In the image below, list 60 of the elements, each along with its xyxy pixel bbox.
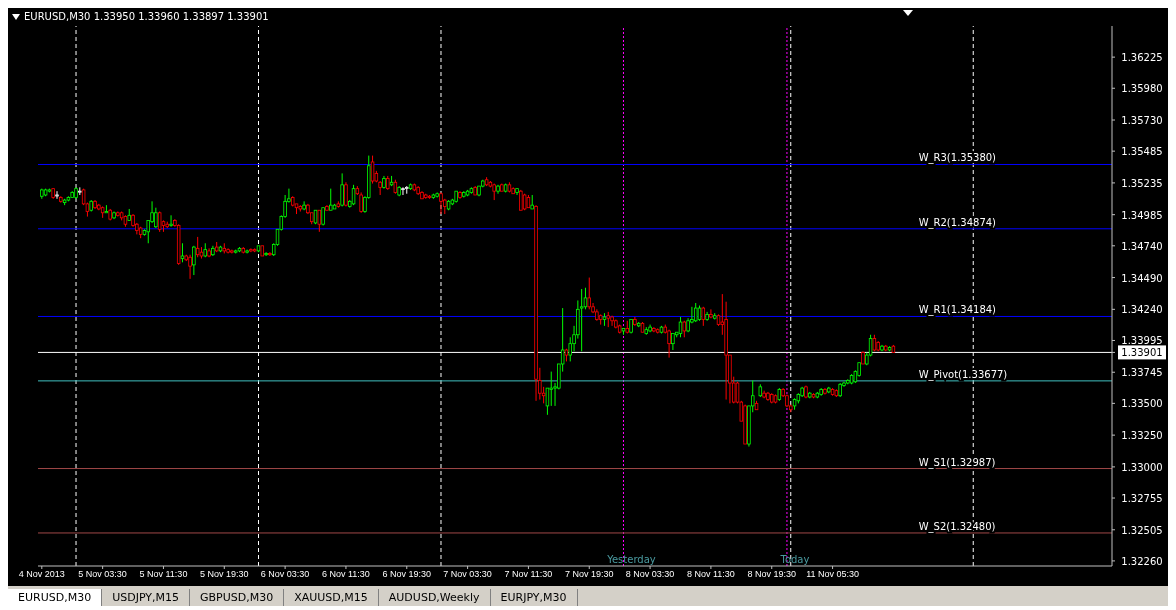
ref-line-label: W_R2(1.34874) <box>918 216 997 229</box>
y-tick-label: 1.33745 <box>1121 367 1163 379</box>
y-tick-label: 1.32260 <box>1121 555 1163 567</box>
candlestick <box>401 186 405 196</box>
y-tick-label: 1.32755 <box>1121 493 1163 505</box>
y-tick-label: 1.33995 <box>1121 335 1163 347</box>
x-tick-label: 6 Nov 19:30 <box>382 569 432 580</box>
x-tick-label: 8 Nov 19:30 <box>747 569 797 580</box>
candlestick <box>169 214 173 228</box>
x-tick-label: 5 Nov 19:30 <box>200 569 249 580</box>
y-tick-label: 1.34740 <box>1121 240 1163 252</box>
ref-line-label: W_Pivot(1.33677) <box>918 368 1008 381</box>
x-tick-label: 8 Nov 11:30 <box>686 569 735 580</box>
y-tick-label: 1.35980 <box>1121 83 1163 95</box>
text: GBPUSD,M30 <box>189 589 285 606</box>
y-tick-label: 1.33500 <box>1121 398 1163 410</box>
y-tick-label: 1.33000 <box>1121 461 1163 473</box>
x-tick-label: 7 Nov 11:30 <box>504 569 553 580</box>
ref-line-label: W_S1(1.32987) <box>918 456 996 469</box>
y-tick-label: 1.34985 <box>1121 209 1163 221</box>
candlestick <box>329 188 333 211</box>
y-tick-label: 1.34490 <box>1121 272 1163 284</box>
x-tick-label: 8 Nov 03:30 <box>625 569 675 580</box>
text: XAUUSD,M15 <box>284 589 379 606</box>
x-tick-label: 5 Nov 11:30 <box>139 569 188 580</box>
x-tick-label: 11 Nov 05:30 <box>806 569 860 580</box>
x-tick-label: 4 Nov 2013 <box>18 569 65 580</box>
y-tick-label: 1.35730 <box>1121 115 1163 127</box>
candlestick <box>344 181 348 207</box>
text: EURUSD,M30 <box>8 589 103 606</box>
ref-line-label: W_R3(1.35380) <box>918 152 997 165</box>
y-tick-label: 1.33901 <box>1121 347 1163 359</box>
candlestick <box>519 189 523 211</box>
y-tick-label: 1.34240 <box>1121 304 1163 316</box>
candlestick <box>709 308 713 319</box>
x-tick-label: 5 Nov 03:30 <box>78 569 127 580</box>
candlestick <box>55 190 59 200</box>
text: USDJPY,M15 <box>102 589 190 606</box>
candlestick <box>610 315 614 327</box>
text: AUDUSD,Weekly <box>378 589 491 606</box>
candlestick <box>549 371 553 407</box>
x-tick-label: 6 Nov 11:30 <box>322 569 370 580</box>
x-tick-label: 6 Nov 03:30 <box>260 569 310 580</box>
ref-line-label: W_R1(1.34184) <box>918 304 997 317</box>
x-tick-label: 7 Nov 03:30 <box>443 569 492 580</box>
annotation: Yesterday <box>606 554 656 565</box>
y-tick-label: 1.33250 <box>1121 430 1163 442</box>
candlestick <box>192 245 196 276</box>
ref-line-label: W_S2(1.32480) <box>918 520 996 533</box>
candlestick <box>667 329 671 359</box>
candlestick <box>587 277 591 310</box>
x-tick-label: 7 Nov 19:30 <box>564 569 614 580</box>
y-tick-label: 1.35235 <box>1121 177 1163 189</box>
y-tick-label: 1.32505 <box>1121 524 1163 536</box>
chart-title: EURUSD,M30 1.33950 1.33960 1.33897 1.33901 <box>24 11 269 22</box>
y-tick-label: 1.36225 <box>1121 52 1163 64</box>
annotation: Today <box>779 554 810 565</box>
text: EURJPY,M30 <box>490 589 578 606</box>
candlestick <box>340 172 344 207</box>
y-tick-label: 1.35485 <box>1121 146 1163 158</box>
